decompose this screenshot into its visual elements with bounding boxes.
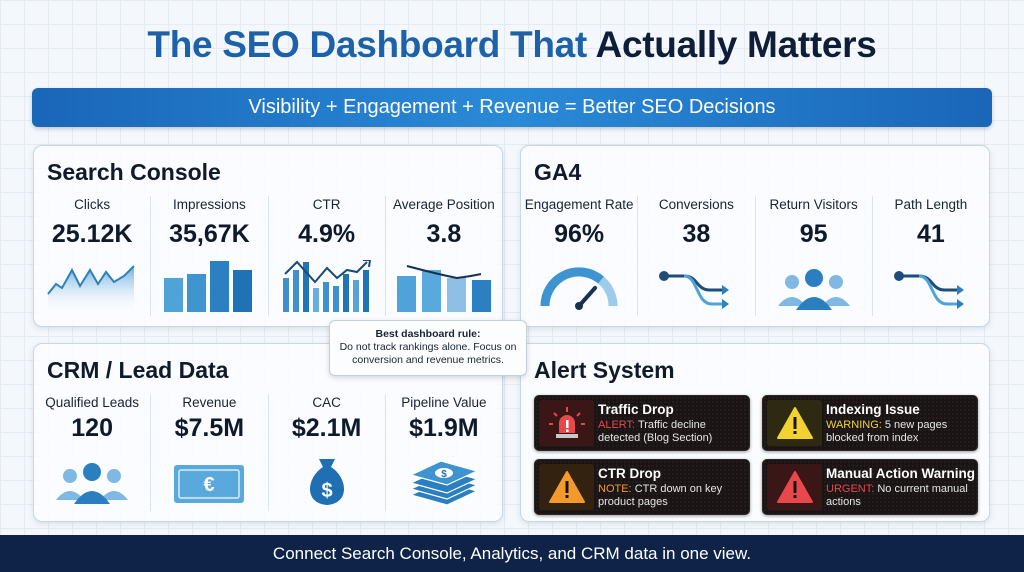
metric-cac: CAC $2.1M $ bbox=[269, 394, 386, 511]
panel-title: Search Console bbox=[47, 159, 221, 185]
metric-return-visitors: Return Visitors 95 bbox=[756, 196, 873, 316]
metric-qualified-leads: Qualified Leads 120 bbox=[34, 394, 152, 511]
alert-manual-action-warning[interactable]: Manual Action Warning URGENT: No current… bbox=[762, 459, 978, 515]
page-title: The SEO Dashboard That Actually Matters bbox=[147, 24, 877, 65]
impressions-bar-chart bbox=[164, 261, 253, 312]
metric-impressions: Impressions 35,67K bbox=[151, 196, 269, 316]
alert-traffic-drop[interactable]: Traffic Drop ALERT: Traffic decline dete… bbox=[534, 395, 750, 451]
metric-pipeline-value: Pipeline Value $1.9M $ bbox=[386, 394, 502, 511]
euro-banknote-icon: € bbox=[174, 465, 245, 503]
footer-caption: Connect Search Console, Analytics, and C… bbox=[0, 535, 1024, 572]
panel-title: CRM / Lead Data bbox=[47, 357, 229, 383]
cash-stack-icon: $ bbox=[409, 460, 479, 506]
svg-text:$: $ bbox=[321, 480, 332, 502]
users-icon bbox=[777, 269, 850, 310]
position-bar-chart bbox=[396, 265, 491, 312]
metric-average-position: Average Position 3.8 bbox=[386, 196, 502, 316]
ga4-panel: GA4 Engagement Rate 96% Conversions 38 R… bbox=[520, 145, 990, 327]
warning-triangle-icon bbox=[767, 400, 822, 446]
alert-indexing-issue[interactable]: Indexing Issue WARNING: 5 new pages bloc… bbox=[762, 395, 978, 451]
warning-triangle-icon bbox=[539, 464, 594, 510]
metric-conversions: Conversions 38 bbox=[638, 196, 756, 316]
metric-path-length: Path Length 41 bbox=[873, 196, 989, 316]
panel-title: GA4 bbox=[534, 159, 582, 185]
metric-ctr: CTR 4.9% bbox=[269, 196, 386, 316]
warning-triangle-icon bbox=[767, 464, 822, 510]
svg-text:$: $ bbox=[441, 469, 447, 480]
metric-revenue: Revenue $7.5M € bbox=[151, 394, 269, 511]
alert-system-panel: Alert System Traffic Drop ALERT: Traffic… bbox=[520, 343, 990, 522]
users-icon bbox=[56, 463, 129, 504]
path-split-icon bbox=[893, 271, 964, 309]
panel-title: Alert System bbox=[534, 357, 675, 383]
best-rule-tooltip: Best dashboard rule: Do not track ranking… bbox=[329, 320, 527, 376]
alert-ctr-drop[interactable]: CTR Drop NOTE: CTR down on key product p… bbox=[534, 459, 750, 515]
gauge-icon bbox=[540, 267, 618, 310]
money-bag-icon: $ bbox=[309, 459, 344, 505]
svg-text:€: € bbox=[204, 474, 215, 496]
path-split-icon bbox=[659, 271, 730, 309]
clicks-sparkline bbox=[47, 265, 135, 312]
metric-clicks: Clicks 25.12K bbox=[34, 196, 152, 316]
siren-icon bbox=[539, 400, 594, 446]
metric-engagement-rate: Engagement Rate 96% bbox=[521, 196, 639, 316]
search-console-panel: Search Console Clicks 25.12K Impressions… bbox=[33, 145, 503, 327]
ctr-bar-trend-chart bbox=[282, 260, 371, 312]
banner: Visibility + Engagement + Revenue = Bett… bbox=[32, 88, 992, 127]
crm-panel: CRM / Lead Data Qualified Leads 120 Reve… bbox=[33, 343, 503, 522]
